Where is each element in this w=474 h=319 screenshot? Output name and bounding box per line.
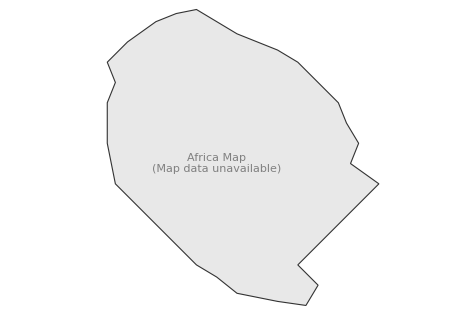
Text: Africa Map
(Map data unavailable): Africa Map (Map data unavailable) bbox=[152, 153, 282, 174]
Polygon shape bbox=[107, 10, 379, 306]
